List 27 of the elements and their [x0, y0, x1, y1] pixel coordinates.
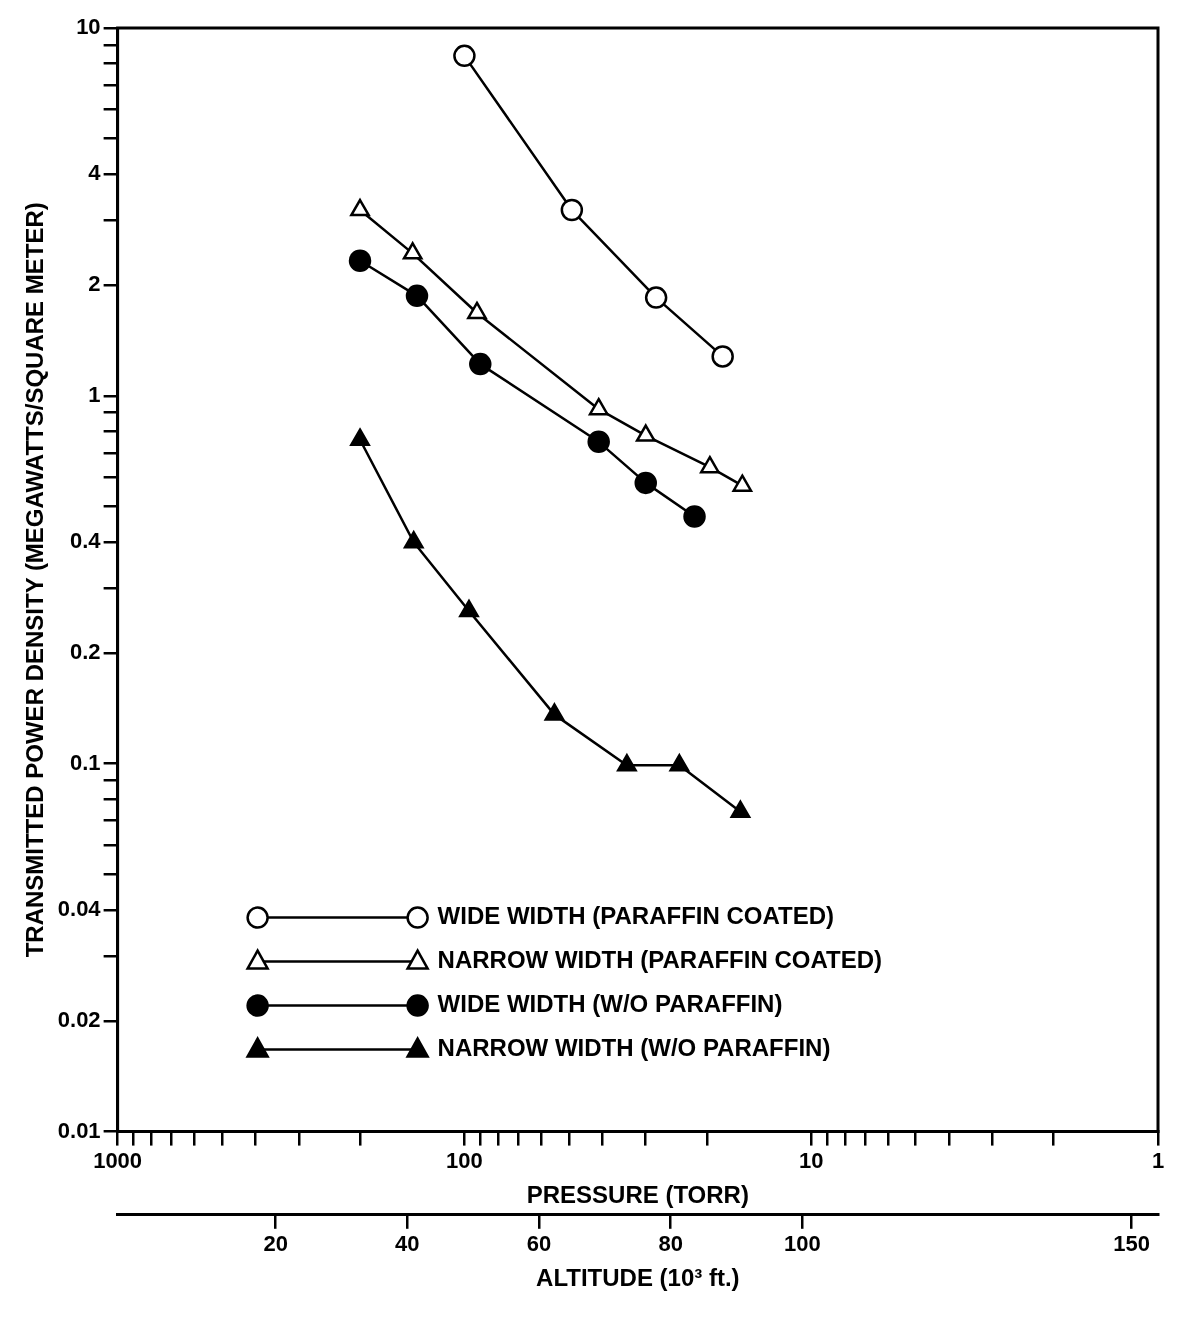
x-tick-label: 100 [446, 1147, 483, 1173]
x-tick-label: 10 [798, 1147, 824, 1173]
y-tick-label: 0.04 [57, 896, 102, 922]
y-tick-label: 0.1 [70, 749, 101, 775]
x-tick-label: 1000 [93, 1147, 143, 1173]
y-tick-label: 2 [88, 271, 101, 297]
y-tick-label: 0.02 [57, 1006, 101, 1032]
x2-tick-label: 100 [784, 1231, 821, 1257]
x2-tick-label: 40 [395, 1231, 420, 1257]
y-tick-label: 10 [76, 14, 101, 40]
y-tick-label: 4 [88, 160, 102, 186]
y-tick-label: 0.2 [70, 639, 101, 665]
y-tick-label: 0.01 [57, 1117, 101, 1143]
x2-axis-title: ALTITUDE (10³ ft.) [536, 1264, 740, 1292]
y-tick-label: 0.4 [70, 528, 102, 554]
x-tick-label: 1 [1151, 1147, 1165, 1173]
legend-label: NARROW WIDTH (W/O PARAFFIN) [437, 1034, 831, 1062]
x-axis-title: PRESSURE (TORR) [526, 1181, 749, 1209]
x2-tick-label: 20 [263, 1231, 288, 1257]
legend-label: WIDE WIDTH (PARAFFIN COATED) [437, 902, 835, 930]
x2-tick-label: 60 [526, 1231, 552, 1257]
x2-tick-label: 80 [658, 1231, 683, 1257]
x2-tick-label: 150 [1113, 1231, 1151, 1257]
y-axis-title: TRANSMITTED POWER DENSITY (MEGAWATTS/SQUARE METER) [21, 202, 49, 958]
legend-label: NARROW WIDTH (PARAFFIN COATED) [437, 946, 882, 974]
legend-label: WIDE WIDTH (W/O PARAFFIN) [437, 990, 783, 1018]
y-tick-label: 1 [88, 381, 101, 407]
